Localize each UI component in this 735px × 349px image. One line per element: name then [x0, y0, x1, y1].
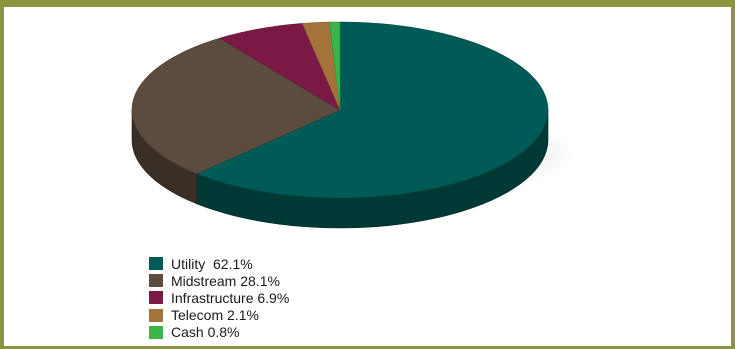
legend-item-telecom: Telecom 2.1% — [149, 307, 289, 324]
legend: Utility 62.1% Midstream 28.1% Infrastructu… — [149, 255, 289, 341]
legend-swatch-midstream — [149, 274, 163, 288]
legend-label-telecom: Telecom 2.1% — [171, 307, 259, 324]
pie-slice-utility — [195, 21, 549, 199]
legend-label-infrastructure: Infrastructure 6.9% — [171, 289, 290, 306]
legend-swatch-infrastructure — [149, 291, 163, 305]
legend-item-cash: Cash 0.8% — [149, 324, 289, 341]
legend-swatch-telecom — [149, 308, 163, 322]
legend-item-midstream: Midstream 28.1% — [149, 272, 289, 289]
legend-label-cash: Cash 0.8% — [171, 324, 240, 341]
legend-swatch-utility — [149, 257, 163, 271]
legend-swatch-cash — [149, 325, 163, 339]
legend-item-utility: Utility 62.1% — [149, 255, 289, 272]
pie-slice-cash — [329, 21, 341, 111]
legend-label-utility: Utility 62.1% — [171, 255, 253, 272]
legend-label-midstream: Midstream 28.1% — [171, 272, 280, 289]
legend-item-infrastructure: Infrastructure 6.9% — [149, 289, 289, 306]
pie-chart — [131, 21, 574, 229]
pie-slice-midstream — [131, 37, 341, 175]
